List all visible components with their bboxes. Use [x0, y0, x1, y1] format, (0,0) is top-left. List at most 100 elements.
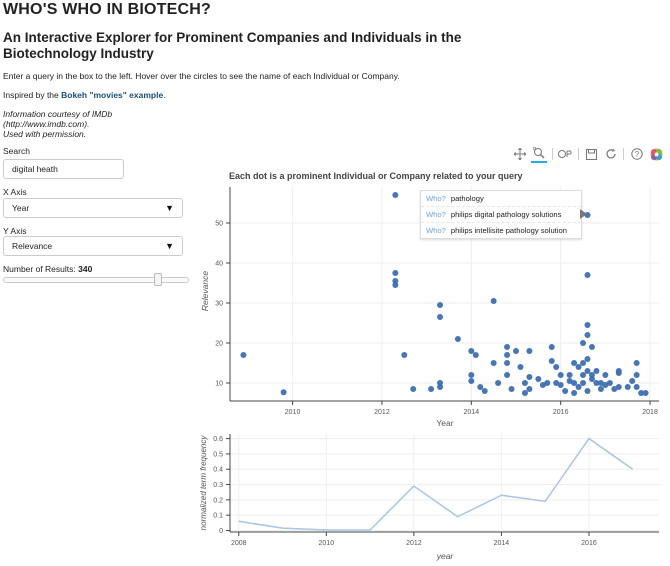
data-point[interactable] — [548, 358, 555, 364]
data-point[interactable] — [548, 344, 555, 350]
data-point[interactable] — [437, 384, 444, 390]
data-point[interactable] — [454, 336, 461, 342]
data-point[interactable] — [280, 389, 287, 396]
results-label: Number of Results: 340 — [3, 264, 92, 274]
data-point[interactable] — [588, 344, 595, 350]
data-point[interactable] — [468, 348, 475, 354]
data-point[interactable] — [468, 372, 475, 378]
data-point[interactable] — [584, 356, 591, 362]
data-point[interactable] — [571, 360, 578, 366]
line-chart[interactable]: 2008 2010 2012 2014 201600.10.20.30.40.50.6 … — [195, 428, 665, 564]
data-point[interactable] — [539, 382, 546, 388]
data-point[interactable] — [410, 386, 417, 392]
data-point[interactable] — [611, 386, 618, 392]
x-tick-label: 2012 — [374, 409, 390, 416]
data-point[interactable] — [633, 372, 640, 378]
tooltip-value: philips intellisite pathology solution — [450, 226, 567, 235]
data-point[interactable] — [504, 344, 511, 350]
credit-line-3: Used with permission. — [3, 129, 87, 139]
results-slider-handle[interactable] — [154, 273, 163, 286]
pan-icon[interactable] — [512, 146, 527, 162]
data-point[interactable] — [593, 380, 600, 386]
data-point[interactable] — [392, 270, 399, 276]
data-point[interactable] — [575, 384, 582, 390]
data-point[interactable] — [504, 352, 511, 358]
data-point[interactable] — [490, 360, 497, 366]
search-input[interactable]: digital heath — [3, 159, 124, 179]
data-point[interactable] — [553, 364, 560, 370]
data-point[interactable] — [521, 380, 528, 386]
x-axis-select[interactable]: Year ▼ — [3, 198, 183, 218]
data-point[interactable] — [584, 322, 591, 328]
movies-example-link[interactable]: Bokeh "movies" example — [61, 90, 164, 100]
data-point[interactable] — [580, 360, 587, 366]
data-point[interactable] — [624, 384, 631, 390]
line-ylabel: normalized term frequency — [199, 435, 208, 531]
data-point[interactable] — [629, 378, 636, 384]
data-point[interactable] — [571, 390, 578, 396]
data-point[interactable] — [575, 364, 582, 370]
data-point[interactable] — [477, 384, 484, 390]
data-point[interactable] — [428, 386, 435, 392]
data-point[interactable] — [593, 368, 600, 374]
data-point[interactable] — [490, 298, 497, 304]
data-point[interactable] — [508, 386, 515, 392]
data-point[interactable] — [571, 380, 578, 386]
data-point[interactable] — [557, 382, 564, 388]
data-point[interactable] — [562, 388, 569, 394]
data-point[interactable] — [602, 372, 609, 378]
data-point[interactable] — [566, 378, 573, 384]
data-point[interactable] — [584, 332, 591, 338]
data-point[interactable] — [517, 364, 524, 370]
data-point[interactable] — [602, 382, 609, 388]
data-point[interactable] — [392, 282, 399, 288]
data-point[interactable] — [437, 314, 444, 320]
data-point[interactable] — [633, 360, 640, 366]
data-point[interactable] — [615, 368, 622, 374]
data-point[interactable] — [597, 380, 604, 386]
scatter-points[interactable] — [240, 192, 649, 396]
data-point[interactable] — [526, 348, 533, 354]
data-point[interactable] — [580, 372, 587, 378]
data-point[interactable] — [615, 384, 622, 390]
box-zoom-icon[interactable] — [531, 145, 547, 163]
data-point[interactable] — [504, 372, 511, 378]
data-point[interactable] — [633, 384, 640, 390]
data-point[interactable] — [584, 368, 591, 374]
reset-icon[interactable] — [603, 146, 618, 162]
data-point[interactable] — [240, 352, 247, 358]
data-point[interactable] — [606, 380, 613, 386]
data-point[interactable] — [566, 372, 573, 378]
data-point[interactable] — [468, 378, 475, 384]
data-point[interactable] — [437, 302, 444, 308]
data-point[interactable] — [597, 386, 604, 392]
data-point[interactable] — [472, 352, 479, 358]
data-point[interactable] — [526, 386, 533, 392]
data-point[interactable] — [580, 340, 587, 346]
scatter-chart[interactable]: Each dot is a prominent Individual or Co… — [195, 165, 665, 430]
bokeh-logo[interactable] — [649, 146, 664, 162]
data-point[interactable] — [535, 376, 542, 382]
data-point[interactable] — [544, 380, 551, 386]
wheel-zoom-icon[interactable] — [558, 146, 573, 162]
data-point[interactable] — [588, 376, 595, 382]
data-point[interactable] — [392, 192, 399, 198]
data-point[interactable] — [481, 388, 488, 394]
data-point[interactable] — [401, 352, 408, 358]
results-slider-track[interactable] — [3, 277, 189, 283]
data-point[interactable] — [638, 390, 645, 396]
data-point[interactable] — [553, 380, 560, 386]
data-point[interactable] — [504, 360, 511, 366]
data-point[interactable] — [513, 348, 519, 354]
data-point[interactable] — [584, 388, 591, 394]
data-point[interactable] — [557, 372, 564, 378]
y-axis-select[interactable]: Relevance ▼ — [3, 236, 183, 256]
data-point[interactable] — [642, 390, 649, 396]
data-point[interactable] — [521, 390, 528, 396]
data-point[interactable] — [495, 380, 502, 386]
help-icon[interactable]: ? — [629, 146, 644, 162]
save-icon[interactable] — [584, 146, 599, 162]
data-point[interactable] — [526, 374, 533, 380]
data-point[interactable] — [580, 380, 587, 386]
data-point[interactable] — [584, 272, 591, 278]
